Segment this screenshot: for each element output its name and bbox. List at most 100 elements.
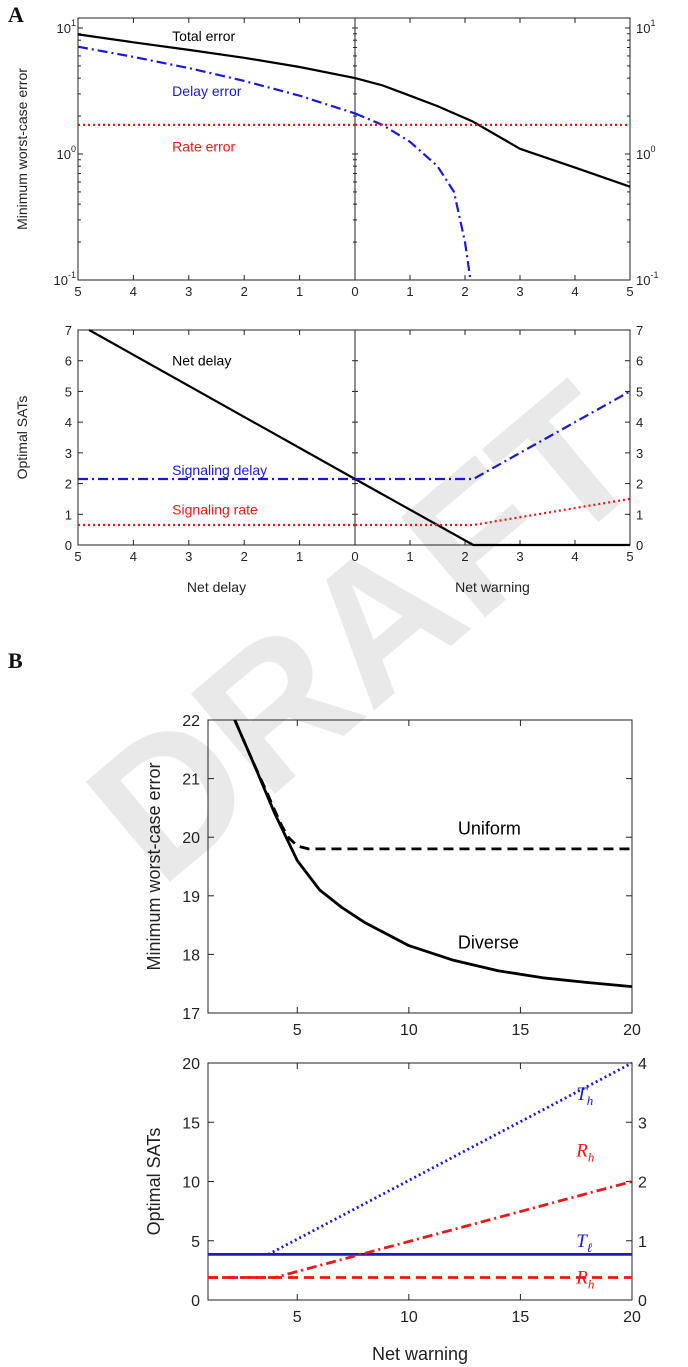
annotation-subscript: h (587, 1093, 594, 1108)
annotation-signaling-rate: Signaling rate (172, 502, 258, 518)
chart-A-bottom: 0 0 1 1 2 2 3 3 4 4 5 5 6 6 7 7 5 4 3 2 1 0 1 2 3 4 5 Optimal SATs N… (14, 323, 643, 595)
x-tick-label-right: 5 (626, 549, 633, 564)
y-tick-label: 17 (182, 1006, 200, 1023)
series-r-h-diverse- (208, 1180, 633, 1279)
y-tick-label-right: 1 (636, 507, 643, 522)
y-tick-label: 0 (191, 1293, 200, 1310)
x-tick-label-right: 4 (571, 549, 578, 564)
x-tick-label-left: 5 (74, 549, 81, 564)
x-tick-label-left: 1 (296, 549, 303, 564)
x-tick-label-right: 2 (461, 549, 468, 564)
x-tick-label-left: 2 (241, 549, 248, 564)
y-axis-label: Minimum worst-case error (14, 68, 30, 230)
x-tick-label-left: 0 (351, 549, 358, 564)
annotation-subscript: ℓ (587, 1240, 593, 1255)
y-tick-label-right: 2 (636, 477, 643, 492)
series-delay-error-left (77, 45, 356, 115)
y2-tick-label: 3 (638, 1115, 647, 1132)
annotation-subscript: h (588, 1276, 595, 1291)
annotation-signaling-delay: Signaling delay (172, 462, 267, 478)
y-tick-exponent-right: 0 (650, 144, 655, 154)
y2-tick-label: 1 (638, 1234, 647, 1251)
annotation-r-3: Rh (575, 1267, 594, 1291)
x-tick-label: 20 (623, 1022, 641, 1039)
series-t-h (267, 1061, 633, 1256)
annotation-uniform: Uniform (458, 818, 521, 838)
y-tick-exponent-left: -1 (68, 270, 76, 280)
y-tick-label-left: 4 (65, 415, 72, 430)
x-tick-label-right: 4 (571, 284, 578, 299)
x-axis-label-right: Net warning (455, 579, 530, 595)
series-net-delay-left (88, 329, 356, 480)
y-tick-label-left: 2 (65, 477, 72, 492)
series-total-error-right (354, 77, 631, 188)
y-tick-label: 18 (182, 947, 200, 964)
x-tick-label-right: 1 (406, 549, 413, 564)
y-tick-exponent-left: 0 (71, 144, 76, 154)
y-tick-label: 21 (182, 772, 200, 789)
x-tick-label: 15 (512, 1309, 530, 1326)
x-axis-label: Net warning (372, 1344, 468, 1364)
y-tick-label-right: 4 (636, 415, 643, 430)
annotation-net-delay: Net delay (172, 353, 231, 369)
chart-B-top: 17 18 19 20 21 22 5 10 15 20 Minimum worst-case er… (144, 713, 641, 1039)
y-tick-label-right: 100 (636, 144, 655, 162)
y-tick-label-left: 1 (65, 507, 72, 522)
y-tick-label: 22 (182, 713, 200, 730)
x-tick-label-right: 3 (516, 549, 523, 564)
annotation-r-1: Rh (575, 1141, 594, 1165)
y-tick-label-left: 7 (65, 323, 72, 338)
x-tick-label-left: 1 (296, 284, 303, 299)
x-tick-label-left: 3 (185, 284, 192, 299)
y2-tick-label: 0 (638, 1293, 647, 1310)
series-delay-error-right (354, 112, 472, 281)
y-tick-label-left: 101 (57, 18, 76, 36)
x-tick-label: 5 (293, 1309, 302, 1326)
annotation-t-2: Tℓ (576, 1231, 593, 1255)
y-tick-label-left: 10-1 (54, 270, 76, 288)
y-tick-label: 20 (182, 1056, 200, 1073)
x-tick-label-left: 5 (74, 284, 81, 299)
y-tick-label: 5 (191, 1234, 200, 1251)
series-diverse (233, 719, 633, 988)
x-tick-label-left: 3 (185, 549, 192, 564)
x-tick-label-left: 4 (130, 549, 137, 564)
annotation-total-error: Total error (172, 28, 235, 44)
y-tick-label-right: 0 (636, 538, 643, 553)
y-tick-exponent-left: 1 (71, 18, 76, 28)
x-tick-label: 15 (512, 1022, 530, 1039)
x-tick-label: 10 (400, 1309, 418, 1326)
panel-b-letter: B (8, 648, 23, 673)
y-tick-label-left: 5 (65, 384, 72, 399)
y-tick-label: 19 (182, 889, 200, 906)
x-axis-label-left: Net delay (187, 579, 246, 595)
series-net-delay-right (354, 478, 630, 547)
y2-tick-label: 4 (638, 1056, 647, 1073)
x-tick-label: 20 (623, 1309, 641, 1326)
annotation-delay-error: Delay error (172, 83, 242, 99)
y-tick-label-right: 101 (636, 18, 655, 36)
annotation-subscript: h (588, 1150, 595, 1165)
y-tick-label-left: 100 (57, 144, 76, 162)
x-tick-label-left: 4 (130, 284, 137, 299)
y-tick-exponent-right: -1 (650, 270, 658, 280)
annotation-rate-error: Rate error (172, 138, 235, 154)
y-tick-label-right: 6 (636, 354, 643, 369)
panel-a-letter: A (8, 2, 24, 27)
y-axis-label: Minimum worst-case error (144, 762, 164, 970)
x-tick-label-right: 1 (406, 284, 413, 299)
x-tick-label: 10 (400, 1022, 418, 1039)
plot-frame (207, 1062, 633, 1301)
x-tick-label-left: 0 (351, 284, 358, 299)
y-tick-label-right: 7 (636, 323, 643, 338)
y-tick-label: 10 (182, 1175, 200, 1192)
y-tick-label-left: 0 (65, 538, 72, 553)
x-tick-label-right: 2 (461, 284, 468, 299)
annotation-diverse: Diverse (458, 933, 519, 953)
y2-tick-label: 2 (638, 1175, 647, 1192)
y-tick-label: 15 (182, 1115, 200, 1132)
